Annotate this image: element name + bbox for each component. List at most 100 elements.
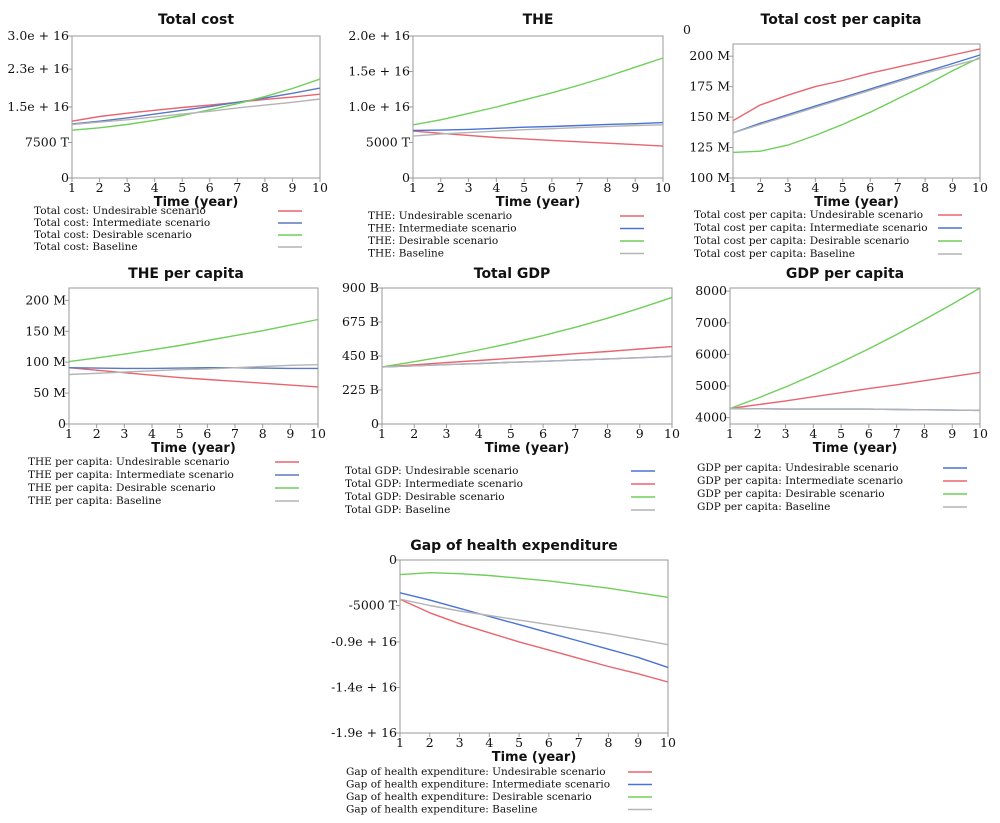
y-tick-label: 225 B — [342, 382, 379, 397]
chart-title: Gap of health expenditure — [410, 538, 618, 554]
x-tick-label: 8 — [921, 180, 929, 195]
x-tick-label: 4 — [485, 735, 493, 750]
y-tick-label: 0 — [389, 552, 397, 567]
x-tick-label: 8 — [920, 426, 928, 441]
legend-label: GDP per capita: Baseline — [697, 501, 830, 513]
y-tick-label: 2.0e + 16 — [348, 28, 410, 43]
y-tick-label: 150 M — [25, 323, 66, 338]
x-tick-label: 5 — [515, 735, 523, 750]
y-tick-label: -1.4e + 16 — [331, 679, 397, 694]
chart-panel-7: Gap of health expenditure 0 -5000 T -0.9e +… — [331, 538, 676, 816]
x-tick-label: 3 — [784, 180, 792, 195]
x-tick-label: 9 — [288, 180, 296, 195]
series-line-3 — [68, 318, 319, 363]
y-tick-label: 8000 — [695, 283, 727, 298]
series-line-4 — [381, 355, 673, 368]
series-line-1 — [68, 367, 319, 388]
x-tick-label: 6 — [206, 180, 214, 195]
y-tick-label: 0 — [402, 170, 410, 185]
x-tick-label: 4 — [811, 180, 819, 195]
y-tick-label: 900 B — [342, 280, 379, 295]
legend-label: Total GDP: Intermediate scenario — [345, 478, 523, 490]
x-axis-label: Time (year) — [485, 441, 570, 456]
legend-label: THE per capita: Intermediate scenario — [28, 469, 234, 481]
series-line-1 — [412, 130, 664, 147]
y-top-label: 0 — [683, 22, 691, 37]
series-line-2 — [399, 592, 669, 669]
x-tick-label: 5 — [178, 180, 186, 195]
x-tick-label: 9 — [634, 735, 642, 750]
series-line-2 — [381, 345, 673, 368]
x-axis-label: Time (year) — [492, 750, 577, 765]
series-line-1 — [71, 93, 321, 122]
x-tick-label: 9 — [948, 426, 956, 441]
series-line-1 — [399, 598, 669, 683]
x-tick-label: 6 — [548, 180, 556, 195]
legend-label: Total cost per capita: Undesirable scena… — [694, 209, 923, 221]
plot-area — [381, 287, 673, 425]
x-tick-label: 6 — [865, 426, 873, 441]
x-tick-label: 10 — [972, 426, 988, 441]
x-tick-label: 9 — [286, 426, 294, 441]
legend-label: Gap of health expenditure: Intermediate … — [346, 779, 610, 791]
series-line-3 — [732, 56, 981, 154]
series-line-4 — [412, 124, 664, 137]
y-tick-label: 200 M — [25, 292, 66, 307]
x-tick-label: 6 — [203, 426, 211, 441]
series-line-2 — [68, 367, 318, 370]
legend-label: GDP per capita: Undesirable scenario — [697, 462, 898, 474]
series-line-3 — [729, 287, 981, 410]
x-tick-label: 9 — [636, 426, 644, 441]
y-tick-label: 0 — [371, 416, 379, 431]
x-tick-label: 1 — [68, 180, 76, 195]
x-tick-label: 10 — [655, 180, 671, 195]
legend-label: THE: Intermediate scenario — [368, 223, 517, 235]
x-tick-label: 4 — [148, 426, 156, 441]
y-tick-label: 7500 T — [25, 135, 70, 150]
legend-label: Total GDP: Desirable scenario — [345, 491, 505, 503]
x-tick-label: 9 — [631, 180, 639, 195]
series-line-4 — [399, 598, 669, 646]
y-tick-label: 125 M — [689, 140, 730, 155]
series-line-4 — [729, 407, 981, 412]
x-tick-label: 7 — [893, 426, 901, 441]
y-tick-label: -1.9e + 16 — [331, 725, 397, 740]
x-tick-label: 10 — [664, 426, 680, 441]
x-tick-label: 7 — [233, 180, 241, 195]
x-tick-label: 1 — [396, 735, 404, 750]
series-line-3 — [399, 572, 669, 598]
y-tick-label: 675 B — [342, 314, 379, 329]
x-tick-label: 6 — [866, 180, 874, 195]
x-tick-label: 4 — [475, 426, 483, 441]
series-line-2 — [71, 87, 321, 125]
x-tick-label: 7 — [571, 426, 579, 441]
x-tick-label: 2 — [96, 180, 104, 195]
x-axis-label: Time (year) — [154, 195, 239, 210]
legend-label: THE per capita: Desirable scenario — [28, 482, 216, 494]
x-tick-label: 4 — [151, 180, 159, 195]
x-tick-label: 4 — [492, 180, 500, 195]
legend-label: Total cost: Undesirable scenario — [34, 205, 206, 217]
x-tick-label: 2 — [756, 180, 764, 195]
series-line-2 — [732, 54, 981, 134]
y-tick-label: 0 — [61, 170, 69, 185]
legend-label: GDP per capita: Intermediate scenario — [697, 475, 903, 487]
x-axis-label: Time (year) — [151, 441, 236, 456]
chart-title: Total GDP — [474, 266, 551, 282]
legend-label: THE: Desirable scenario — [368, 235, 498, 247]
x-tick-label: 1 — [65, 426, 73, 441]
x-tick-label: 5 — [520, 180, 528, 195]
plot-area — [732, 43, 981, 179]
series-line-4 — [68, 364, 319, 376]
x-tick-label: 3 — [456, 735, 464, 750]
legend-label: Total GDP: Undesirable scenario — [345, 465, 518, 477]
x-tick-label: 2 — [426, 735, 434, 750]
y-tick-label: 1.5e + 16 — [348, 64, 410, 79]
chart-panel-3: Total cost per capita 200 M 175 M 150 M 125 … — [683, 12, 988, 260]
y-tick-label: 100 M — [25, 354, 66, 369]
y-tick-label: 175 M — [689, 79, 730, 94]
y-tick-label: -5000 T — [349, 598, 398, 613]
y-tick-label: 3.0e + 16 — [7, 28, 69, 43]
x-tick-label: 9 — [949, 180, 957, 195]
